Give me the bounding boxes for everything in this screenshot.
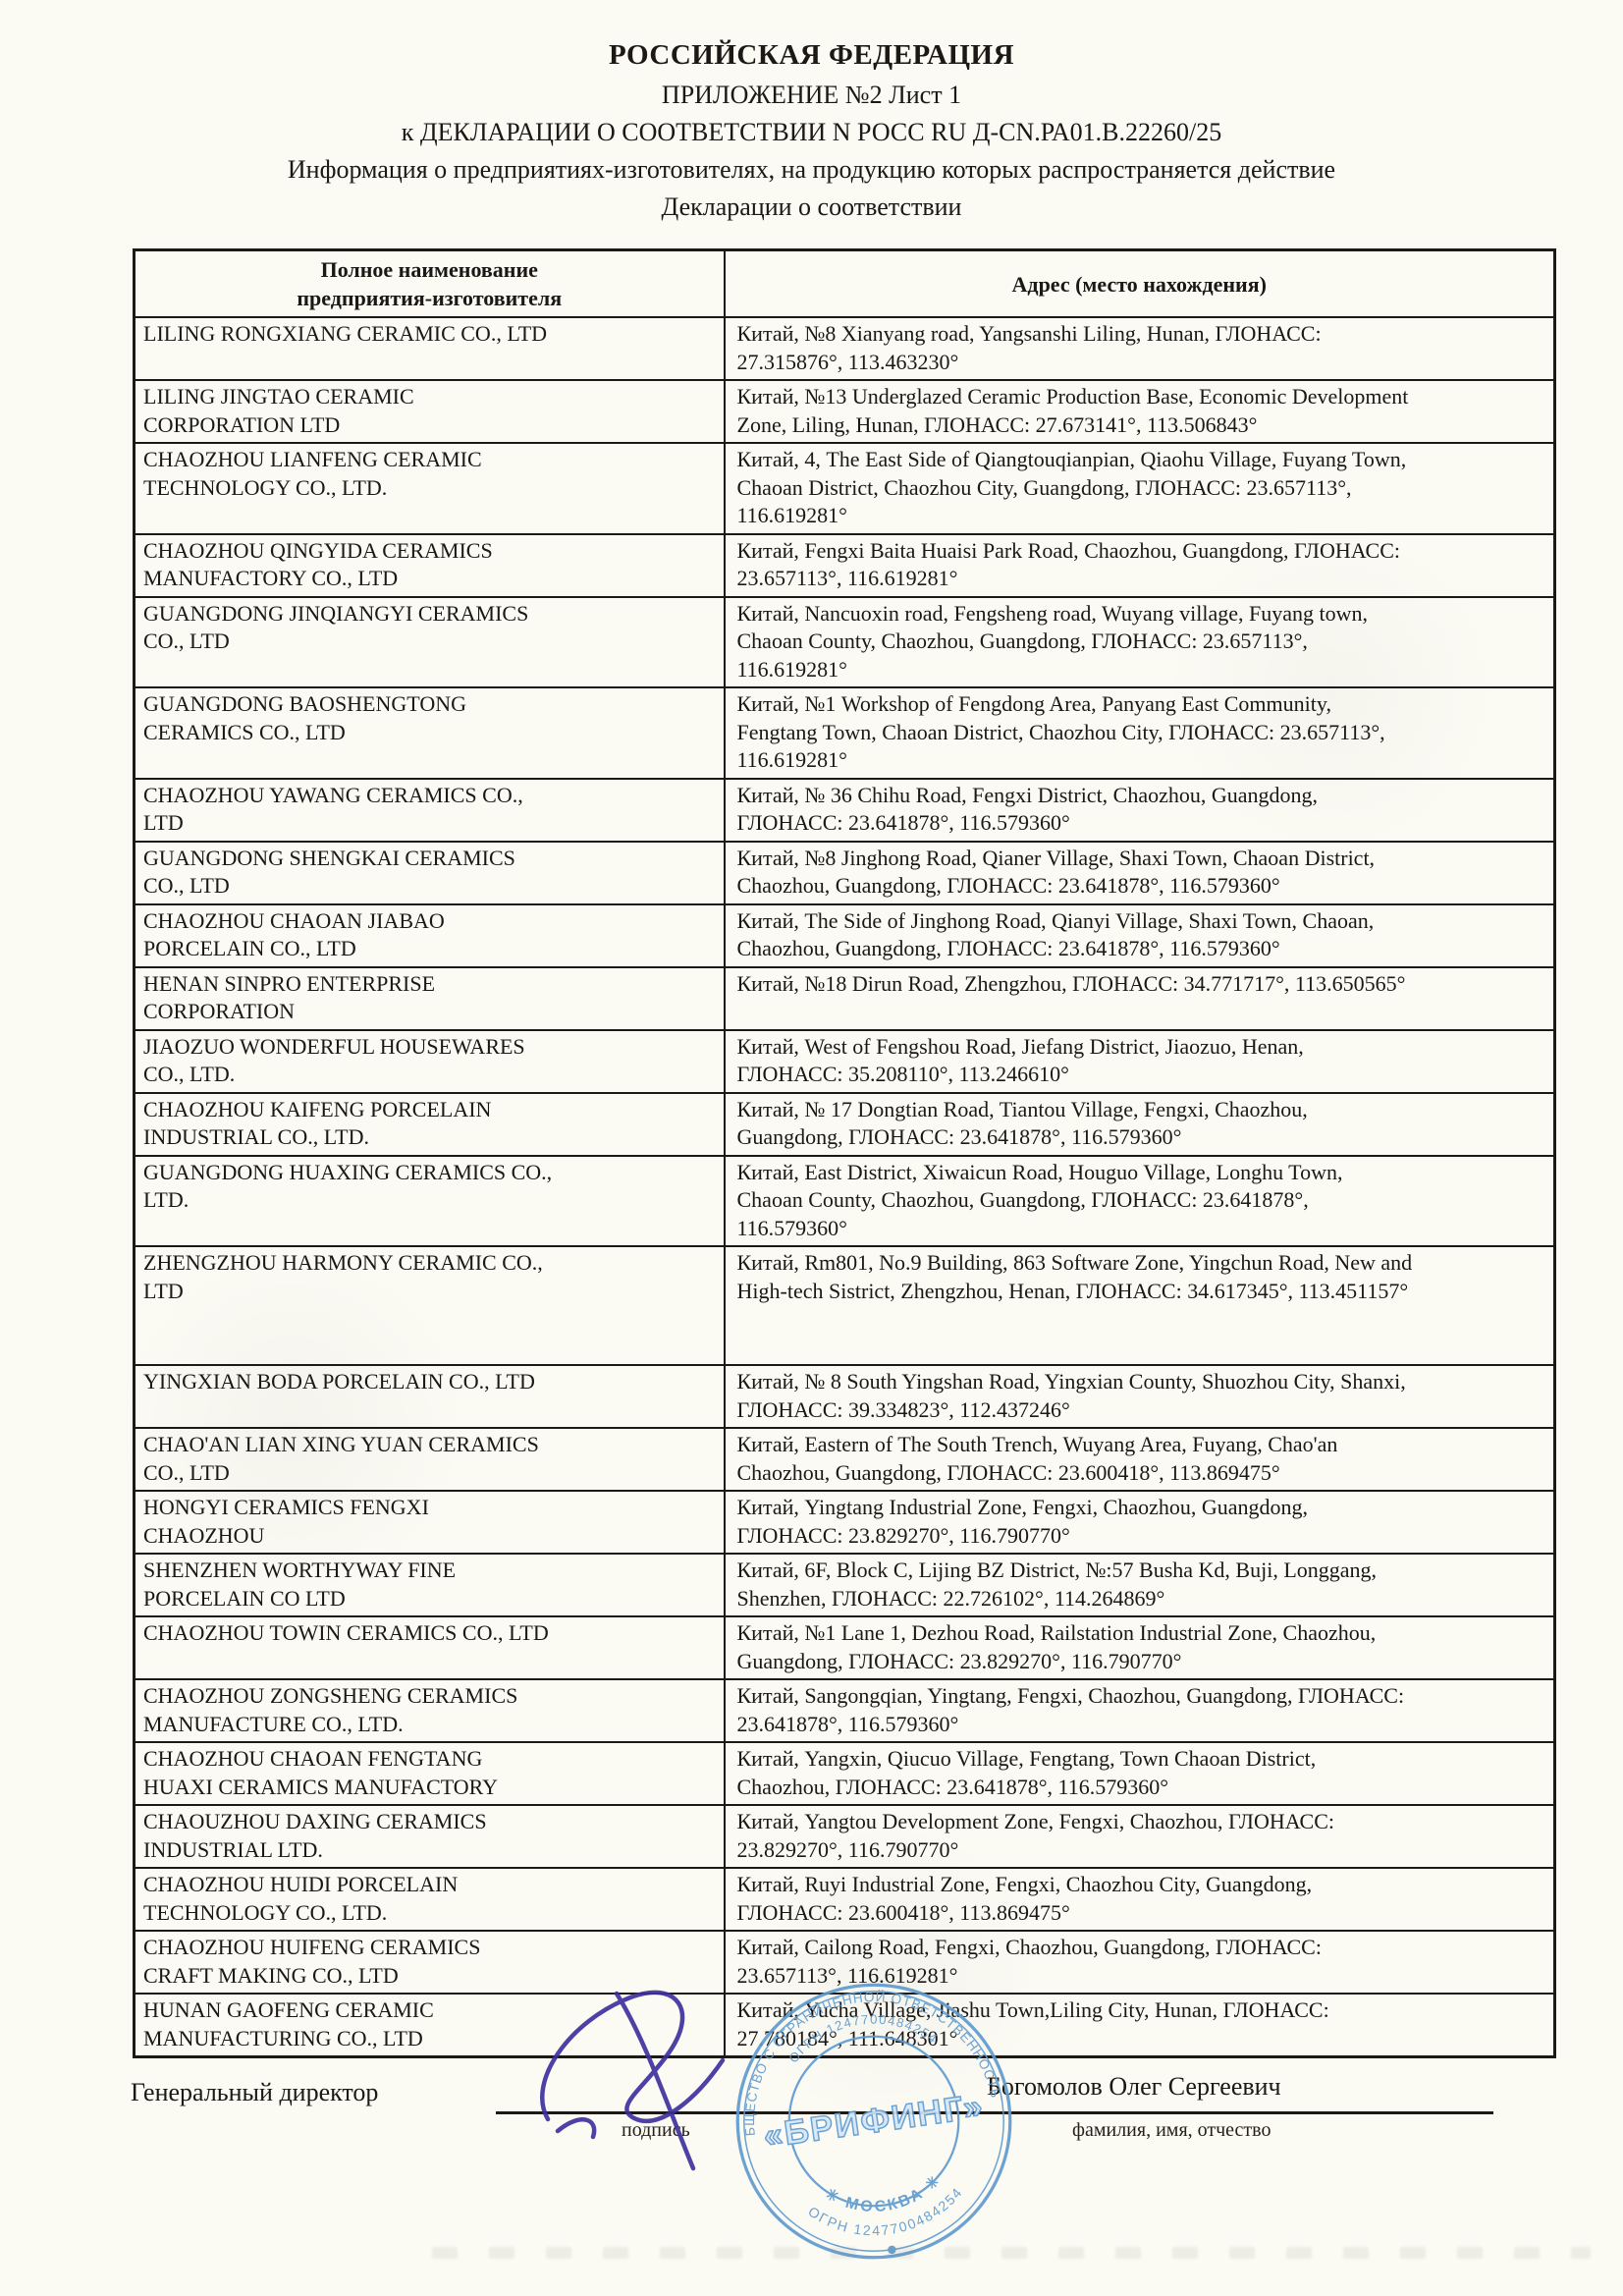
- country-title: РОССИЙСКАЯ ФЕДЕРАЦИЯ: [608, 39, 1015, 71]
- table-row: CHAO'AN LIAN XING YUAN CERAMICS CO., LTD…: [133, 1427, 1556, 1492]
- table-header-row: Полное наименование предприятия-изготови…: [133, 248, 1556, 318]
- table-row: GUANGDONG SHENGKAI CERAMICS CO., LTD Кит…: [133, 840, 1556, 905]
- info-text-line2: Декларации о соответствии: [661, 192, 962, 221]
- director-title: Генеральный директор: [131, 2078, 379, 2106]
- column-header-name: Полное наименование предприятия-изготови…: [133, 248, 726, 318]
- manufacturer-name-cell: ZHENGZHOU HARMONY CERAMIC CO., LTD: [133, 1245, 726, 1366]
- document-header: РОССИЙСКАЯ ФЕДЕРАЦИЯ ПРИЛОЖЕНИЕ №2 Лист …: [69, 39, 1554, 230]
- manufacturer-address-cell: Китай, № 8 South Yingshan Road, Yingxian…: [723, 1364, 1556, 1429]
- table-row: CHAOZHOU LIANFENG CERAMIC TECHNOLOGY CO.…: [133, 442, 1556, 535]
- signature-line: [496, 2111, 1493, 2114]
- manufacturer-name-cell: JIAOZUO WONDERFUL HOUSEWARES CO., LTD.: [133, 1028, 726, 1094]
- manufacturer-address-cell: Китай, The Side of Jinghong Road, Qianyi…: [723, 902, 1556, 968]
- manufacturer-name-cell: CHAO'AN LIAN XING YUAN CERAMICS CO., LTD: [133, 1427, 726, 1492]
- manufacturer-name-cell: SHENZHEN WORTHYWAY FINE PORCELAIN CO LTD: [133, 1553, 726, 1617]
- manufacturer-address-cell: Китай, № 17 Dongtian Road, Tiantou Villa…: [723, 1091, 1556, 1157]
- manufacturer-name-cell: CHAOZHOU CHAOAN JIABAO PORCELAIN CO., LT…: [133, 902, 726, 968]
- stamp-city-text: ✳ МОСКВА ✳: [820, 2169, 948, 2223]
- manufacturer-address-cell: Китай, Fengxi Baita Huaisi Park Road, Ch…: [723, 532, 1556, 598]
- manufacturer-name-cell: LILING JINGTAO CERAMIC CORPORATION LTD: [133, 379, 726, 444]
- manufacturer-address-cell: Китай, №1 Lane 1, Dezhou Road, Railstati…: [723, 1615, 1556, 1680]
- manufacturer-name-cell: CHAOZHOU HUIFENG CERAMICS CRAFT MAKING C…: [133, 1930, 726, 1995]
- table-row: SHENZHEN WORTHYWAY FINE PORCELAIN CO LTD…: [133, 1553, 1556, 1617]
- stamp-ogrn-text: ОГРН 1247700484254: [804, 2182, 970, 2249]
- table-row: CHAOZHOU YAWANG CERAMICS CO., LTD Китай,…: [133, 777, 1556, 843]
- manufacturer-address-cell: Китай, East District, Xiwaicun Road, Hou…: [723, 1154, 1556, 1247]
- stamp-company-name-text: «БРИФИНГ»: [761, 2088, 986, 2156]
- manufacturer-address-cell: Китай, №8 Xianyang road, Yangsanshi Lili…: [723, 316, 1556, 381]
- signature-caption: подпись: [622, 2119, 690, 2141]
- manufacturer-address-cell: Китай, Yucha Village, Jiashu Town,Liling…: [723, 1993, 1556, 2058]
- table-row: CHAOUZHOU DAXING CERAMICS INDUSTRIAL LTD…: [133, 1804, 1556, 1869]
- manufacturer-name-cell: HENAN SINPRO ENTERPRISE CORPORATION: [133, 965, 726, 1031]
- manufacturers-table-body: LILING RONGXIANG CERAMIC CO., LTD Китай,…: [133, 316, 1556, 2058]
- table-row: HONGYI CERAMICS FENGXI CHAOZHOU Китай, Y…: [133, 1490, 1556, 1555]
- manufacturer-name-cell: CHAOZHOU TOWIN CERAMICS CO., LTD: [133, 1615, 726, 1680]
- manufacturer-address-cell: Китай, Yingtang Industrial Zone, Fengxi,…: [723, 1490, 1556, 1555]
- svg-text:✳ МОСКВА ✳: ✳ МОСКВА ✳: [820, 2169, 948, 2223]
- manufacturer-name-cell: CHAOZHOU KAIFENG PORCELAIN INDUSTRIAL CO…: [133, 1091, 726, 1157]
- manufacturer-name-cell: GUANGDONG BAOSHENGTONG CERAMICS CO., LTD: [133, 686, 726, 780]
- manufacturer-address-cell: Китай, Sangongqian, Yingtang, Fengxi, Ch…: [723, 1678, 1556, 1743]
- manufacturer-name-cell: GUANGDONG HUAXING CERAMICS CO., LTD.: [133, 1154, 726, 1247]
- manufacturer-address-cell: Китай, №1 Workshop of Fengdong Area, Pan…: [723, 686, 1556, 780]
- manufacturer-address-cell: Китай, Eastern of The South Trench, Wuya…: [723, 1427, 1556, 1492]
- signature-stroke-3: [555, 2117, 597, 2140]
- table-row: LILING JINGTAO CERAMIC CORPORATION LTD К…: [133, 379, 1556, 444]
- manufacturer-name-cell: CHAOZHOU HUIDI PORCELAIN TECHNOLOGY CO.,…: [133, 1867, 726, 1932]
- table-row: JIAOZUO WONDERFUL HOUSEWARES CO., LTD. К…: [133, 1028, 1556, 1094]
- table-row: HENAN SINPRO ENTERPRISE CORPORATION Кита…: [133, 965, 1556, 1031]
- info-text-line1: Информация о предприятиях-изготовителях,…: [287, 155, 1336, 184]
- manufacturer-name-cell: LILING RONGXIANG CERAMIC CO., LTD: [133, 316, 726, 381]
- manufacturer-address-cell: Китай, № 36 Chihu Road, Fengxi District,…: [723, 777, 1556, 843]
- manufacturer-name-cell: GUANGDONG JINQIANGYI CERAMICS CO., LTD: [133, 595, 726, 688]
- manufacturer-name-cell: CHAOZHOU YAWANG CERAMICS CO., LTD: [133, 777, 726, 843]
- table-row: HUNAN GAOFENG CERAMIC MANUFACTURING CO.,…: [133, 1993, 1556, 2058]
- manufacturer-name-cell: YINGXIAN BODA PORCELAIN CO., LTD: [133, 1364, 726, 1429]
- table-row: LILING RONGXIANG CERAMIC CO., LTD Китай,…: [133, 316, 1556, 381]
- manufacturer-name-cell: HONGYI CERAMICS FENGXI CHAOZHOU: [133, 1490, 726, 1555]
- manufacturer-name-cell: GUANGDONG SHENGKAI CERAMICS CO., LTD: [133, 840, 726, 905]
- manufacturer-address-cell: Китай, Cailong Road, Fengxi, Chaozhou, G…: [723, 1930, 1556, 1995]
- table-row: CHAOZHOU CHAOAN JIABAO PORCELAIN CO., LT…: [133, 902, 1556, 968]
- table-row: CHAOZHOU QINGYIDA CERAMICS MANUFACTORY C…: [133, 532, 1556, 598]
- manufacturer-address-cell: Китай, №13 Underglazed Ceramic Productio…: [723, 379, 1556, 444]
- table-row: CHAOZHOU CHAOAN FENGTANG HUAXI CERAMICS …: [133, 1741, 1556, 1806]
- table-row: GUANGDONG HUAXING CERAMICS CO., LTD. Кит…: [133, 1154, 1556, 1247]
- manufacturer-address-cell: Китай, 4, The East Side of Qiangtouqianp…: [723, 442, 1556, 535]
- svg-text:ОГРН 1247700484254: ОГРН 1247700484254: [804, 2182, 970, 2249]
- table-row: ZHENGZHOU HARMONY CERAMIC CO., LTD Китай…: [133, 1245, 1556, 1366]
- manufacturer-address-cell: Китай, 6F, Block C, Lijing BZ District, …: [723, 1553, 1556, 1617]
- manufacturer-address-cell: Китай, Rm801, No.9 Building, 863 Softwar…: [723, 1245, 1556, 1366]
- declaration-number-title: к ДЕКЛАРАЦИИ О СООТВЕТСТВИИ N РОСС RU Д-…: [401, 118, 1222, 146]
- table-row: GUANGDONG JINQIANGYI CERAMICS CO., LTD К…: [133, 595, 1556, 688]
- table-row: YINGXIAN BODA PORCELAIN CO., LTD Китай, …: [133, 1364, 1556, 1429]
- manufacturer-address-cell: Китай, №18 Dirun Road, Zhengzhou, ГЛОНАС…: [723, 965, 1556, 1031]
- table-row: CHAOZHOU HUIDI PORCELAIN TECHNOLOGY CO.,…: [133, 1867, 1556, 1932]
- table-row: CHAOZHOU HUIFENG CERAMICS CRAFT MAKING C…: [133, 1930, 1556, 1995]
- manufacturer-name-cell: CHAOZHOU QINGYIDA CERAMICS MANUFACTORY C…: [133, 532, 726, 598]
- manufacturer-address-cell: Китай, №8 Jinghong Road, Qianer Village,…: [723, 840, 1556, 905]
- appendix-title: ПРИЛОЖЕНИЕ №2 Лист 1: [661, 81, 962, 109]
- table-row: CHAOZHOU KAIFENG PORCELAIN INDUSTRIAL CO…: [133, 1091, 1556, 1157]
- manufacturers-table: Полное наименование предприятия-изготови…: [133, 248, 1556, 2058]
- director-name: Богомолов Олег Сергеевич: [987, 2072, 1281, 2101]
- manufacturer-name-cell: CHAOZHOU LIANFENG CERAMIC TECHNOLOGY CO.…: [133, 442, 726, 535]
- name-caption: фамилия, имя, отчество: [1072, 2119, 1271, 2141]
- manufacturer-address-cell: Китай, Yangxin, Qiucuo Village, Fengtang…: [723, 1741, 1556, 1806]
- manufacturer-address-cell: Китай, Nancuoxin road, Fengsheng road, W…: [723, 595, 1556, 688]
- manufacturer-address-cell: Китай, Ruyi Industrial Zone, Fengxi, Cha…: [723, 1867, 1556, 1932]
- scan-artifact: [432, 2247, 1591, 2259]
- manufacturer-name-cell: CHAOUZHOU DAXING CERAMICS INDUSTRIAL LTD…: [133, 1804, 726, 1869]
- manufacturer-name-cell: CHAOZHOU CHAOAN FENGTANG HUAXI CERAMICS …: [133, 1741, 726, 1806]
- column-header-address: Адрес (место нахождения): [723, 248, 1556, 318]
- manufacturer-address-cell: Китай, West of Fengshou Road, Jiefang Di…: [723, 1028, 1556, 1094]
- manufacturer-name-cell: HUNAN GAOFENG CERAMIC MANUFACTURING CO.,…: [133, 1993, 726, 2058]
- manufacturer-address-cell: Китай, Yangtou Development Zone, Fengxi,…: [723, 1804, 1556, 1869]
- table-row: CHAOZHOU TOWIN CERAMICS CO., LTD Китай, …: [133, 1615, 1556, 1680]
- table-row: GUANGDONG BAOSHENGTONG CERAMICS CO., LTD…: [133, 686, 1556, 780]
- manufacturer-name-cell: CHAOZHOU ZONGSHENG CERAMICS MANUFACTURE …: [133, 1678, 726, 1743]
- table-row: CHAOZHOU ZONGSHENG CERAMICS MANUFACTURE …: [133, 1678, 1556, 1743]
